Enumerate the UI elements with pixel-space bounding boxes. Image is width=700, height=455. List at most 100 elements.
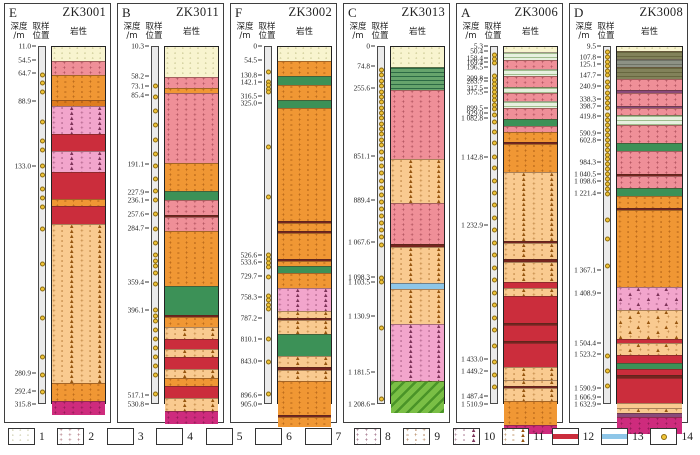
sample-dot (152, 226, 158, 232)
tick-mark (32, 59, 36, 61)
lith-segment-type9: + ▫ + ▫ + ▫ + ▫ + ▫ + ▫ + ▫ + ▫ + ▫ + ▫ … (165, 87, 218, 94)
sample-dot (604, 95, 610, 101)
depth-value: 1 098.3 (348, 272, 370, 282)
legend-number: 4 (187, 430, 194, 443)
depth-value: 280.9 (14, 368, 31, 378)
depth-value: 227.9 (127, 187, 144, 197)
depth-value: 1 433.0 (461, 354, 483, 364)
tick-mark (484, 403, 488, 405)
sample-dot (604, 117, 610, 123)
sample-dot (604, 127, 610, 133)
sample-dot (265, 89, 271, 95)
tick-mark (145, 394, 149, 396)
sample-dot (491, 93, 497, 99)
sample-header-line2: 位置 (597, 31, 615, 41)
sample-dot (491, 106, 497, 112)
tick-mark (32, 72, 36, 74)
sample-dot (491, 265, 497, 271)
sample-dot (604, 171, 610, 177)
legend-swatch-type5 (205, 428, 233, 445)
depth-axis: 11.0 54.5 64.7 88.9 133.0 280.9 292.4 315.8 (5, 42, 36, 409)
depth-header-line2: /m (465, 31, 477, 41)
lith-segment-type11: + ▫ ▲ + ▫ ▲ + ▫ ▲ + ▫ ▲ + ▫ ▲ + ▫ ▲ + ▫ … (504, 243, 557, 260)
depth-label: 169.4 (467, 57, 488, 66)
sample-dot (604, 236, 610, 242)
sample-dot (604, 147, 610, 153)
depth-value: 191.1 (127, 159, 144, 169)
depth-value: 317.5 (466, 83, 483, 93)
depth-label: 1 142.8 (461, 152, 488, 161)
depth-label: 240.9 (580, 81, 601, 90)
depth-value: 1 606.9 (574, 392, 596, 402)
depth-label: 1 208.6 (348, 400, 375, 409)
panel-letter: C (348, 5, 357, 20)
tick-mark (145, 85, 149, 87)
depth-label: 984.3 (580, 157, 601, 166)
sample-dot (604, 217, 610, 223)
tick-mark (484, 112, 488, 114)
tick-mark (371, 281, 375, 283)
lith-segment-typeln (504, 385, 557, 389)
tick-mark (371, 87, 375, 89)
sample-dot (604, 105, 610, 111)
sample-dot (152, 336, 158, 342)
sample-dot (152, 318, 158, 324)
lith-segment-type2: + + + + + + + + + + + + + + + + + + + + … (504, 126, 557, 133)
depth-label: 1 098.3 (348, 273, 375, 282)
depth-value: 602.8 (579, 135, 596, 145)
depth-label: 1 606.9 (574, 393, 601, 402)
depth-value: 255.6 (353, 83, 370, 93)
lith-segment-type8: + + + + + + + + + + + + + + + + + + + + … (165, 410, 218, 424)
depth-label: 1 181.5 (348, 368, 375, 377)
depth-value: 316.5 (240, 91, 257, 101)
sample-dot (491, 202, 497, 208)
tick-mark (597, 139, 601, 141)
lith-segment-type4 (617, 67, 682, 79)
depth-label: 292.4 (15, 387, 36, 396)
sample-dot (378, 325, 384, 331)
sample-dot (39, 80, 45, 86)
sample-dot (491, 102, 497, 108)
depth-value: 1 510.9 (461, 399, 483, 409)
lithology-header: 岩性 (182, 27, 200, 37)
sample-dot (604, 181, 610, 187)
depth-header-line2: /m (126, 31, 138, 41)
tick-mark (145, 191, 149, 193)
lith-segment-type7 (617, 143, 682, 152)
depth-label: 209.8 (467, 73, 488, 82)
legend-swatch-type4 (156, 428, 184, 445)
depth-label: 530.8 (128, 400, 149, 409)
sample-header-line1: 取样 (371, 22, 389, 32)
lith-segment-type7 (617, 363, 682, 369)
depth-value: 257.6 (127, 209, 144, 219)
tick-mark (371, 403, 375, 405)
lith-segment-type1: ◦ ◦ ◦ ◦ ◦ ◦ ◦ ◦ ◦ ◦ ◦ ◦ ◦ ◦ ◦ ◦ ◦ ◦ ◦ ◦ … (52, 47, 105, 61)
sample-dot (378, 78, 384, 84)
lith-segment-type9: + ▫ + ▫ + ▫ + ▫ + ▫ + ▫ + ▫ + ▫ + ▫ + ▫ … (617, 210, 682, 287)
sample-header-line2: 位置 (484, 31, 502, 41)
depth-label: 88.9 (18, 97, 36, 106)
sample-dot (604, 132, 610, 138)
lith-segment-typeln (278, 230, 331, 234)
depth-axis: 0 74.8 255.6 851.1 889.4 1 067.6 1 098.3 1 103.… (344, 42, 375, 409)
depth-header-line1: 深度 (236, 22, 254, 32)
sample-dot (378, 163, 384, 169)
sample-dot (378, 220, 384, 226)
lith-segment-type9: + ▫ + ▫ + ▫ + ▫ + ▫ + ▫ + ▫ + ▫ + ▫ + ▫ … (278, 381, 331, 415)
column-headers: 深度/m 取样 位置 岩性 (5, 21, 110, 45)
tick-mark (258, 254, 262, 256)
legend-item-11: + ▫ ▲ + ▫ ▲ + ▫ ▲ + ▫ ▲ + ▫ ▲ + ▫ ▲ + ▫ … (502, 428, 547, 445)
depth-value: 810.1 (240, 334, 257, 344)
lith-segment-typeln (278, 258, 331, 261)
depth-label: 533.6 (241, 257, 262, 266)
depth-label: 1 221.4 (574, 189, 601, 198)
depth-value: 889.4 (353, 195, 370, 205)
lith-segment-type7 (278, 99, 331, 108)
depth-value: 398.7 (579, 101, 596, 111)
depth-label: 10.3 (131, 42, 149, 51)
lith-segment-type2: + + + + + + + + + + + + + + + + + + + + … (391, 203, 444, 244)
lith-segment-type11: + ▫ ▲ + ▫ ▲ + ▫ ▲ + ▫ ▲ + ▫ ▲ + ▫ ▲ + ▫ … (504, 388, 557, 401)
lithology-header: 岩性 (408, 27, 426, 37)
legend-item-14: 14 (650, 428, 695, 445)
legend-number: 13 (632, 430, 644, 443)
